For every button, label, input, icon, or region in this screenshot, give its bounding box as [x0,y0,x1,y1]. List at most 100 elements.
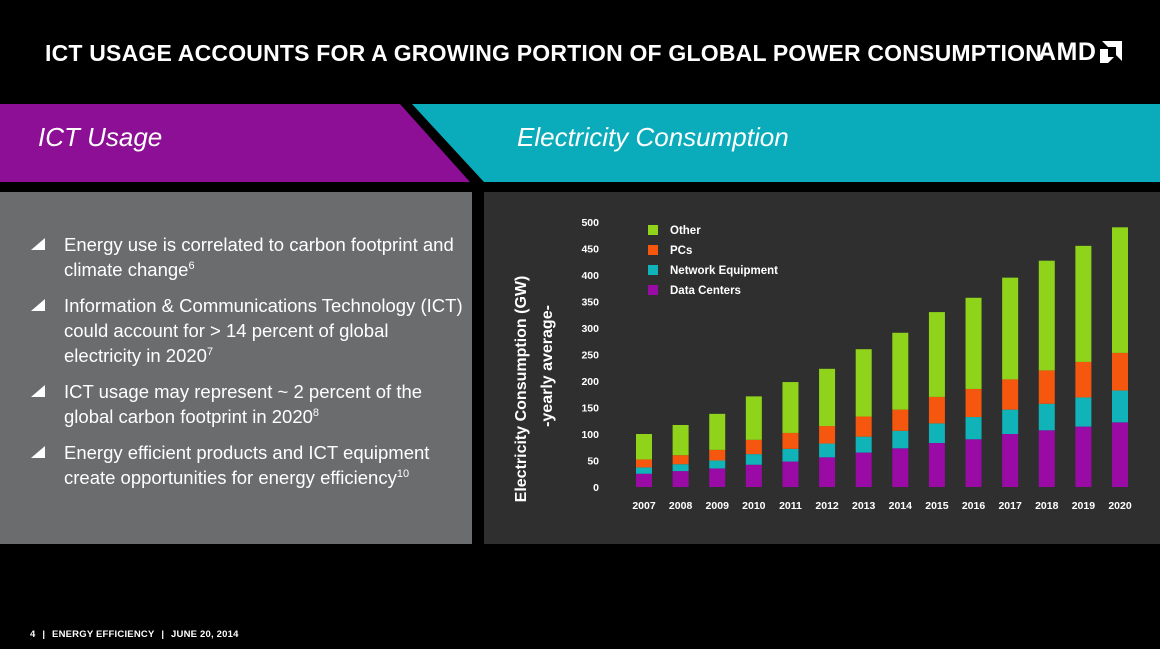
triangle-bullet-icon [30,379,64,429]
bar-segment-other-2007 [636,434,652,460]
y-tick-label: 300 [581,323,599,335]
bar-segment-other-2008 [672,424,689,456]
bar-segment-data-centers-2020 [1112,422,1128,487]
footer-section: ENERGY EFFICIENCY [52,629,155,640]
x-tick-label: 2018 [1035,500,1059,512]
bar-segment-network-equipment-2015 [928,423,945,444]
legend-swatch [648,285,658,295]
amd-arrow-icon [1100,41,1123,63]
banner-left-label: ICT Usage [38,122,163,152]
x-tick-label: 2011 [779,500,802,512]
legend-swatch [648,265,658,275]
y-tick-label: 100 [581,429,599,441]
legend-label: PCs [670,245,692,257]
page-number: 4 [30,629,36,640]
banner-right-shape [412,104,1160,182]
footer: 4 | ENERGY EFFICIENCY | JUNE 20, 2014 [30,629,243,640]
bar-segment-other-2010 [745,396,762,440]
footnote-ref: 6 [188,260,195,272]
slide-title: ICT USAGE ACCOUNTS FOR A GROWING PORTION… [45,40,1043,66]
bar-segment-data-centers-2011 [782,461,799,487]
bar-segment-data-centers-2012 [819,457,836,487]
x-tick-label: 2007 [632,500,656,512]
x-tick-label: 2015 [925,500,949,512]
bar-segment-pcs-2008 [672,455,689,465]
bar-segment-pcs-2009 [709,449,726,461]
bar-segment-network-equipment-2012 [819,443,836,458]
y-tick-label: 450 [581,244,599,256]
section-banner [0,104,1160,182]
bar-segment-data-centers-2015 [928,443,945,487]
bullet-text: Energy use is correlated to carbon footp… [64,234,454,280]
x-tick-label: 2014 [889,500,913,512]
bar-segment-pcs-2018 [1038,370,1055,404]
bar-segment-data-centers-2013 [855,452,872,487]
bar-segment-network-equipment-2017 [1002,409,1019,434]
bar-segment-pcs-2012 [819,426,836,444]
banner-left-shape [0,104,470,182]
x-tick-label: 2012 [815,500,839,512]
bar-segment-other-2017 [1002,277,1019,380]
x-tick-label: 2008 [669,500,693,512]
legend-label: Other [670,225,701,237]
x-tick-label: 2013 [852,500,876,512]
bar-segment-pcs-2020 [1112,352,1128,391]
y-tick-label: 50 [587,456,599,468]
bar-segment-network-equipment-2010 [745,454,762,465]
stacked-bar-chart: Electricity Consumption (GW) -yearly aver… [513,217,1132,512]
y-tick-label: 500 [581,217,599,229]
triangle-bullet-icon [30,440,64,490]
bar-segment-other-2013 [855,349,872,417]
bar-segment-data-centers-2019 [1075,426,1092,487]
bar-segment-data-centers-2008 [672,471,689,487]
y-axis-label: Electricity Consumption (GW) [513,276,530,503]
legend-swatch [648,245,658,255]
bar-segment-other-2009 [709,413,726,450]
y-tick-label: 200 [581,376,599,388]
bar-segment-pcs-2015 [928,396,945,424]
bar-segment-data-centers-2007 [636,473,652,487]
bar-segment-network-equipment-2011 [782,448,799,462]
y-tick-label: 350 [581,297,599,309]
banner-shapes [0,104,1160,182]
y-tick-label: 250 [581,350,599,362]
bar-segment-pcs-2016 [965,388,982,418]
bar-segment-other-2016 [965,297,982,389]
x-tick-label: 2019 [1072,500,1096,512]
bar-segment-other-2020 [1112,227,1128,353]
bullet-item: Information & Communications Technology … [30,293,470,368]
bar-segment-pcs-2019 [1075,361,1092,398]
bullet-text: Energy efficient products and ICT equipm… [64,442,430,488]
bar-segment-network-equipment-2009 [709,460,726,469]
y-axis-sublabel: -yearly average- [539,305,556,427]
x-tick-label: 2010 [742,500,766,512]
bar-segment-other-2018 [1038,260,1055,371]
bar-segment-other-2011 [782,382,799,433]
y-tick-label: 400 [581,270,599,282]
banner-right-label: Electricity Consumption [517,122,789,152]
bar-segment-data-centers-2016 [965,439,982,487]
triangle-bullet-icon [30,293,64,368]
bar-segment-pcs-2017 [1002,379,1019,410]
footer-separator: | [42,629,46,640]
bar-segment-data-centers-2009 [709,468,726,487]
bullet-list: Energy use is correlated to carbon footp… [30,232,470,501]
bar-segment-data-centers-2014 [892,448,909,487]
bar-segment-data-centers-2018 [1038,430,1055,487]
bullet-item: Energy efficient products and ICT equipm… [30,440,470,490]
bar-segment-other-2014 [892,332,909,410]
chart-panel: Electricity Consumption (GW) -yearly aver… [484,192,1160,544]
triangle-bullet-icon [30,232,64,282]
bullet-item: Energy use is correlated to carbon footp… [30,232,470,282]
bullet-item: ICT usage may represent ~ 2 percent of t… [30,379,470,429]
bar-segment-pcs-2007 [636,459,652,468]
bar-segment-pcs-2013 [855,416,872,437]
legend-swatch [648,225,658,235]
legend-label: Data Centers [670,285,741,297]
x-tick-label: 2009 [706,500,730,512]
amd-logo: AMD [1038,36,1124,68]
bullet-text: ICT usage may represent ~ 2 percent of t… [64,381,423,427]
logo-text: AMD [1038,37,1097,66]
bar-segment-data-centers-2017 [1002,434,1019,487]
bar-segment-pcs-2014 [892,409,909,431]
